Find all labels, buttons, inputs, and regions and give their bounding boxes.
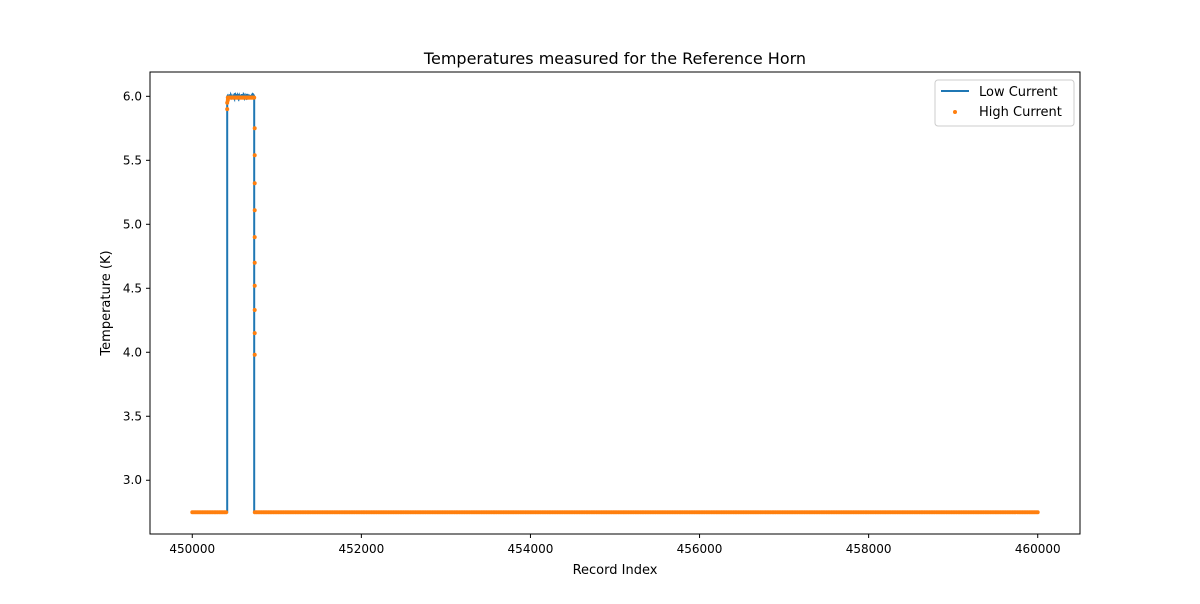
high-current-point [252, 235, 257, 240]
high-current-point [252, 308, 257, 312]
y-tick-label: 5.0 [123, 217, 142, 231]
x-tick-label: 452000 [338, 542, 384, 556]
legend-label-high-current: High Current [979, 105, 1062, 120]
x-tick-label: 456000 [677, 542, 723, 556]
high-current-point [252, 181, 257, 186]
high-current-point [252, 126, 257, 131]
high-current-point [252, 352, 257, 357]
high-current-point [1035, 510, 1040, 515]
x-axis-label: Record Index [573, 563, 658, 578]
legend: Low Current High Current [934, 79, 1075, 127]
high-current-point [252, 331, 257, 336]
high-current-point [225, 107, 230, 112]
high-current-point [252, 283, 257, 288]
x-tick-label: 454000 [508, 542, 554, 556]
x-tick-label: 458000 [846, 542, 892, 556]
y-tick-label: 3.0 [123, 473, 142, 487]
y-tick-label: 6.0 [123, 89, 142, 103]
high-current-point [252, 95, 257, 100]
high-current-point [252, 260, 257, 265]
high-current-point [252, 208, 257, 213]
x-tick-label: 460000 [1015, 542, 1061, 556]
legend-label-low-current: Low Current [979, 85, 1058, 100]
high-current-point [225, 98, 230, 103]
x-tick-label: 450000 [169, 542, 215, 556]
y-axis-label: Temperature (K) [99, 250, 114, 356]
legend-marker-high-current [953, 110, 957, 114]
high-current-point [252, 153, 257, 158]
chart-title: Temperatures measured for the Reference … [423, 49, 806, 68]
high-current-points [190, 95, 1040, 515]
y-tick-label: 4.5 [123, 281, 142, 295]
y-tick-label: 5.5 [123, 153, 142, 167]
low-current-line [192, 91, 1038, 514]
high-current-point [224, 510, 229, 515]
plot-frame [149, 71, 1081, 535]
y-tick-label: 4.0 [123, 345, 142, 359]
y-tick-label: 3.5 [123, 409, 142, 423]
